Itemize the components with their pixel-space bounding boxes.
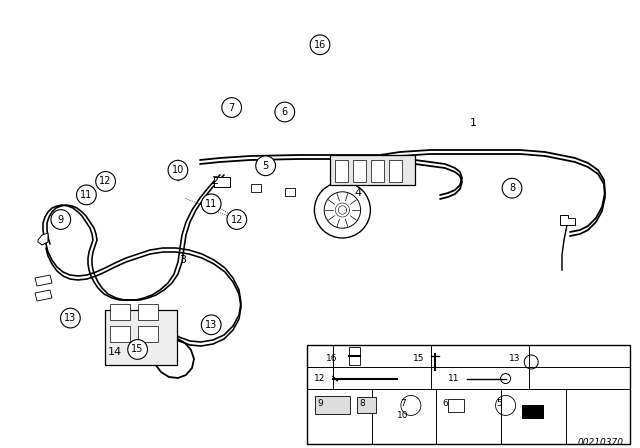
- Polygon shape: [560, 215, 575, 225]
- Bar: [285, 188, 295, 196]
- Text: 6: 6: [282, 107, 288, 117]
- Bar: [335, 160, 348, 182]
- Bar: [349, 347, 360, 365]
- Bar: [353, 160, 366, 182]
- Text: 15: 15: [413, 354, 424, 363]
- Circle shape: [502, 178, 522, 198]
- Text: 8: 8: [509, 183, 515, 193]
- Text: 1: 1: [470, 118, 477, 128]
- Polygon shape: [35, 290, 52, 301]
- Circle shape: [51, 210, 70, 229]
- Bar: [371, 160, 384, 182]
- Bar: [307, 345, 630, 444]
- Text: 9: 9: [58, 215, 64, 224]
- Circle shape: [61, 308, 80, 328]
- Bar: [110, 326, 130, 342]
- Circle shape: [77, 185, 96, 205]
- Bar: [110, 304, 130, 320]
- Text: 7: 7: [228, 103, 235, 112]
- Text: 10: 10: [172, 165, 184, 175]
- Text: 12: 12: [99, 177, 112, 186]
- Circle shape: [168, 160, 188, 180]
- Polygon shape: [38, 233, 48, 245]
- Text: 9: 9: [317, 399, 323, 408]
- Circle shape: [227, 210, 246, 229]
- Circle shape: [222, 98, 241, 117]
- Text: 15: 15: [131, 345, 144, 354]
- Bar: [251, 184, 261, 192]
- Bar: [315, 396, 350, 414]
- Circle shape: [96, 172, 115, 191]
- Text: 12: 12: [314, 374, 325, 383]
- Text: 4: 4: [355, 188, 362, 198]
- Text: 5: 5: [497, 399, 502, 408]
- Circle shape: [310, 35, 330, 55]
- Text: 10: 10: [397, 411, 409, 420]
- Text: 00210370: 00210370: [578, 438, 624, 447]
- Text: 6: 6: [443, 399, 448, 408]
- Circle shape: [202, 315, 221, 335]
- Bar: [330, 155, 415, 185]
- Text: 5: 5: [262, 161, 269, 171]
- Polygon shape: [35, 275, 52, 286]
- Text: 11: 11: [80, 190, 93, 200]
- Circle shape: [275, 102, 294, 122]
- Text: 2: 2: [211, 177, 218, 186]
- Bar: [448, 399, 464, 412]
- Text: 3: 3: [179, 255, 186, 265]
- Bar: [138, 326, 158, 342]
- Text: 11: 11: [448, 374, 460, 383]
- Circle shape: [324, 192, 360, 228]
- Text: 11: 11: [205, 199, 218, 209]
- Text: 13: 13: [509, 354, 520, 363]
- Bar: [214, 177, 230, 187]
- Circle shape: [256, 156, 275, 176]
- Text: 7: 7: [401, 399, 406, 408]
- Text: 13: 13: [64, 313, 77, 323]
- Bar: [138, 304, 158, 320]
- Bar: [522, 405, 544, 419]
- Bar: [105, 310, 177, 365]
- Text: 8: 8: [360, 399, 365, 408]
- Circle shape: [202, 194, 221, 214]
- Bar: [357, 397, 376, 413]
- Text: 13: 13: [205, 320, 218, 330]
- Circle shape: [314, 182, 371, 238]
- Circle shape: [128, 340, 147, 359]
- Text: 16: 16: [314, 40, 326, 50]
- Text: 16: 16: [326, 354, 338, 363]
- Bar: [389, 160, 402, 182]
- Text: 12: 12: [230, 215, 243, 224]
- Text: 14: 14: [108, 347, 122, 357]
